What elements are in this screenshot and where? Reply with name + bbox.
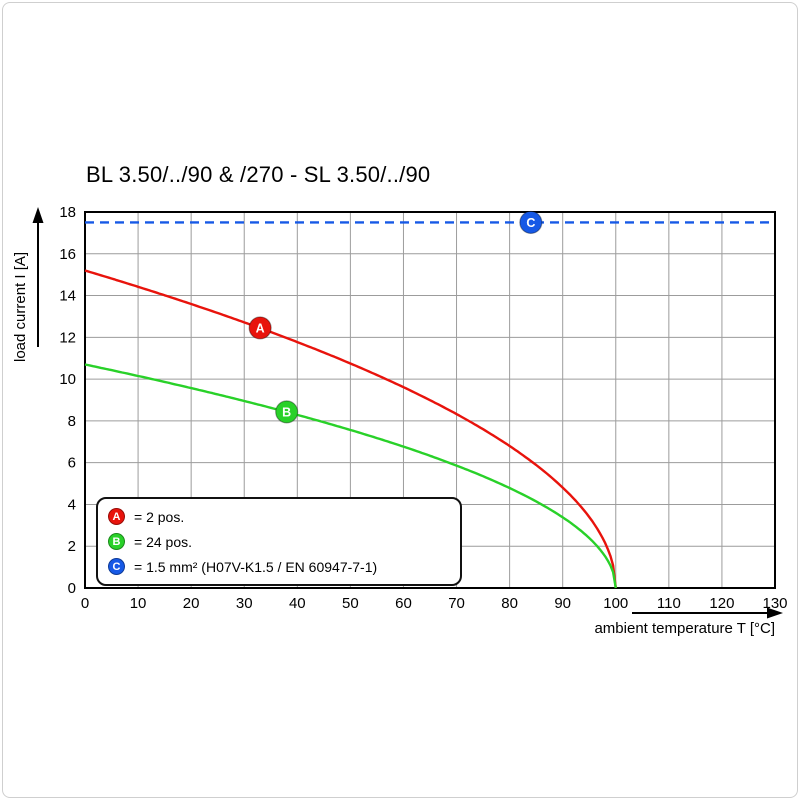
plot-border [84,211,776,589]
x-tick-label: 110 [657,595,681,612]
series-curve-a [84,269,617,589]
y-tick-label: 16 [59,246,76,263]
x-tick-label: 30 [236,595,253,612]
x-tick-label: 20 [183,595,200,612]
y-axis-arrowhead-icon [32,207,44,223]
x-tick-label: 90 [554,595,571,612]
y-tick-label: 12 [59,329,76,346]
series-curve-b [84,363,617,589]
legend-marker-c-icon: C [108,558,125,575]
legend: A = 2 pos. B = 24 pos. C = 1.5 mm² (H07V… [96,497,462,586]
y-tick-label: 0 [68,580,76,597]
x-tick-label: 0 [81,595,89,612]
x-tick-label: 120 [709,595,734,612]
y-tick-label: 18 [59,204,76,221]
legend-item-a: A = 2 pos. [108,504,450,529]
x-tick-label: 100 [603,595,628,612]
legend-item-c: C = 1.5 mm² (H07V-K1.5 / EN 60947-7-1) [108,554,450,579]
legend-label-b: = 24 pos. [134,533,192,550]
curve-marker-a-icon [248,316,272,340]
x-tick-label: 40 [289,595,306,612]
legend-label-a: = 2 pos. [134,508,185,525]
legend-label-c: = 1.5 mm² (H07V-K1.5 / EN 60947-7-1) [134,558,378,575]
curve-marker-b-icon [275,400,299,424]
x-tick-label: 60 [395,595,412,612]
curve-marker-c-icon [519,210,543,235]
legend-item-b: B = 24 pos. [108,529,450,554]
x-tick-label: 50 [342,595,359,612]
y-tick-label: 6 [68,455,76,472]
y-tick-label: 2 [68,538,76,555]
y-tick-label: 8 [68,413,76,430]
x-tick-label: 10 [130,595,147,612]
curve-marker-letter-b: B [282,406,291,420]
x-tick-label: 70 [448,595,465,612]
x-tick-label: 80 [501,595,518,612]
legend-marker-b-icon: B [108,533,125,550]
curve-marker-letter-a: A [256,322,265,336]
y-tick-label: 10 [59,371,76,388]
x-axis-arrowhead-icon [767,607,783,619]
x-tick-label: 130 [762,595,787,612]
legend-marker-a-icon: A [108,508,125,525]
chart-title: BL 3.50/../90 & /270 - SL 3.50/../90 [86,162,431,187]
x-axis-label: ambient temperature T [°C] [594,620,775,637]
y-tick-label: 14 [59,288,76,305]
curve-marker-letter-c: C [526,216,535,230]
y-tick-label: 4 [68,496,76,513]
